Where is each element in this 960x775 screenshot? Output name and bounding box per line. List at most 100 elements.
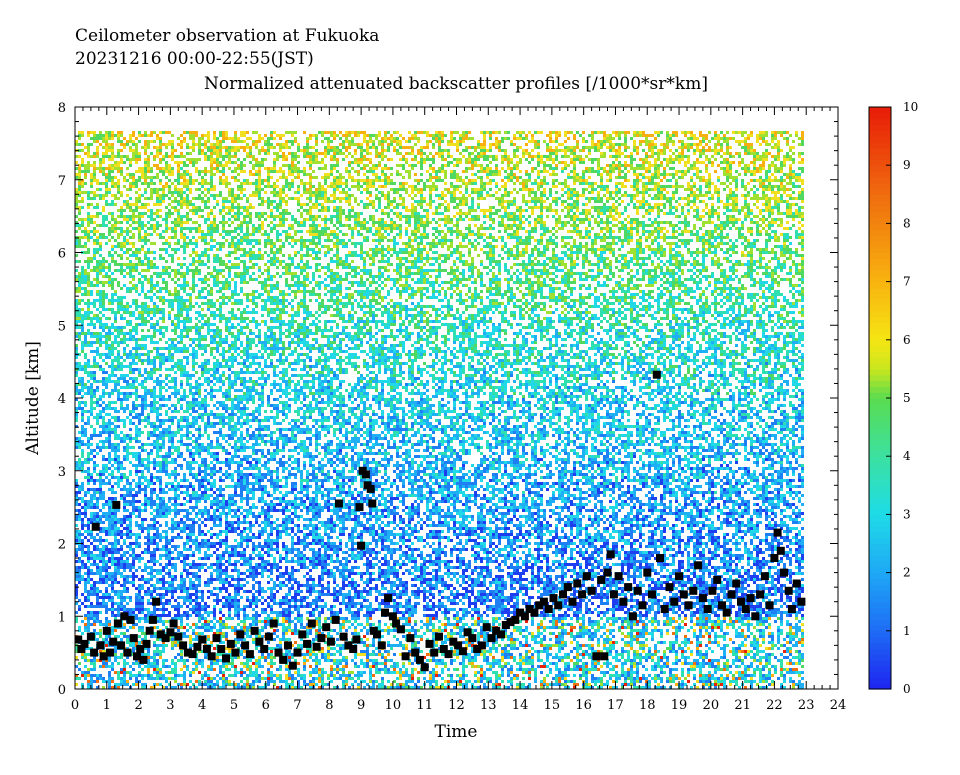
backscatter-cell bbox=[84, 167, 87, 170]
backscatter-cell bbox=[630, 137, 633, 140]
backscatter-cell bbox=[285, 176, 288, 179]
backscatter-cell bbox=[768, 209, 771, 212]
backscatter-cell bbox=[558, 221, 561, 224]
backscatter-cell bbox=[198, 194, 201, 197]
backscatter-cell bbox=[573, 221, 576, 224]
backscatter-cell bbox=[768, 200, 771, 203]
backscatter-cell bbox=[750, 188, 753, 191]
backscatter-cell bbox=[681, 221, 684, 224]
backscatter-cell bbox=[615, 176, 618, 179]
backscatter-cell bbox=[654, 152, 657, 155]
backscatter-cell bbox=[759, 134, 762, 137]
backscatter-cell bbox=[285, 179, 288, 182]
backscatter-cell bbox=[363, 182, 366, 185]
backscatter-cell bbox=[708, 188, 711, 191]
backscatter-cell bbox=[228, 194, 231, 197]
backscatter-cell bbox=[576, 179, 579, 182]
backscatter-cell bbox=[306, 161, 309, 164]
backscatter-cell bbox=[315, 236, 318, 239]
backscatter-cell bbox=[246, 182, 249, 185]
backscatter-cell bbox=[717, 206, 720, 209]
backscatter-cell bbox=[360, 227, 363, 230]
backscatter-cell bbox=[618, 203, 621, 206]
backscatter-cell bbox=[225, 182, 228, 185]
backscatter-cell bbox=[330, 185, 333, 188]
backscatter-cell bbox=[477, 227, 480, 230]
backscatter-cell bbox=[264, 158, 267, 161]
backscatter-cell bbox=[747, 182, 750, 185]
backscatter-cell bbox=[471, 191, 474, 194]
backscatter-cell bbox=[330, 134, 333, 137]
backscatter-cell bbox=[543, 224, 546, 227]
backscatter-cell bbox=[240, 146, 243, 149]
backscatter-cell bbox=[573, 194, 576, 197]
backscatter-cell bbox=[120, 230, 123, 233]
backscatter-cell bbox=[378, 176, 381, 179]
backscatter-cell bbox=[483, 140, 486, 143]
backscatter-cell bbox=[249, 137, 252, 140]
backscatter-cell bbox=[246, 179, 249, 182]
backscatter-cell bbox=[138, 212, 141, 215]
backscatter-cell bbox=[171, 200, 174, 203]
backscatter-cell bbox=[228, 206, 231, 209]
backscatter-cell bbox=[276, 209, 279, 212]
backscatter-cell bbox=[237, 137, 240, 140]
backscatter-cell bbox=[474, 149, 477, 152]
backscatter-cell bbox=[579, 161, 582, 164]
backscatter-cell bbox=[132, 182, 135, 185]
backscatter-cell bbox=[687, 197, 690, 200]
backscatter-cell bbox=[621, 224, 624, 227]
backscatter-cell bbox=[123, 230, 126, 233]
backscatter-cell bbox=[324, 227, 327, 230]
backscatter-cell bbox=[417, 230, 420, 233]
backscatter-cell bbox=[687, 170, 690, 173]
backscatter-cell bbox=[480, 209, 483, 212]
backscatter-cell bbox=[768, 182, 771, 185]
backscatter-cell bbox=[489, 209, 492, 212]
backscatter-cell bbox=[453, 188, 456, 191]
backscatter-cell bbox=[357, 233, 360, 236]
backscatter-cell bbox=[429, 194, 432, 197]
backscatter-cell bbox=[237, 158, 240, 161]
backscatter-cell bbox=[561, 167, 564, 170]
backscatter-cell bbox=[189, 209, 192, 212]
backscatter-cell bbox=[528, 200, 531, 203]
backscatter-cell bbox=[300, 203, 303, 206]
backscatter-cell bbox=[339, 182, 342, 185]
backscatter-cell bbox=[546, 146, 549, 149]
backscatter-cell bbox=[432, 185, 435, 188]
backscatter-cell bbox=[753, 155, 756, 158]
backscatter-cell bbox=[687, 200, 690, 203]
backscatter-cell bbox=[207, 191, 210, 194]
backscatter-cell bbox=[384, 140, 387, 143]
backscatter-cell bbox=[333, 131, 336, 134]
backscatter-cell bbox=[153, 155, 156, 158]
backscatter-cell bbox=[798, 233, 801, 236]
backscatter-cell bbox=[333, 179, 336, 182]
backscatter-cell bbox=[144, 236, 147, 239]
backscatter-cell bbox=[774, 221, 777, 224]
backscatter-cell bbox=[201, 149, 204, 152]
backscatter-cell bbox=[414, 233, 417, 236]
backscatter-cell bbox=[789, 173, 792, 176]
backscatter-cell bbox=[144, 203, 147, 206]
backscatter-cell bbox=[174, 230, 177, 233]
backscatter-cell bbox=[600, 140, 603, 143]
backscatter-cell bbox=[318, 203, 321, 206]
backscatter-cell bbox=[456, 230, 459, 233]
backscatter-cell bbox=[756, 227, 759, 230]
backscatter-cell bbox=[372, 218, 375, 221]
backscatter-cell bbox=[492, 170, 495, 173]
backscatter-cell bbox=[156, 134, 159, 137]
backscatter-cell bbox=[150, 194, 153, 197]
backscatter-cell bbox=[747, 149, 750, 152]
backscatter-cell bbox=[618, 227, 621, 230]
backscatter-cell bbox=[720, 167, 723, 170]
backscatter-cell bbox=[129, 218, 132, 221]
backscatter-cell bbox=[267, 236, 270, 239]
backscatter-cell bbox=[351, 167, 354, 170]
backscatter-cell bbox=[663, 167, 666, 170]
backscatter-cell bbox=[456, 179, 459, 182]
backscatter-cell bbox=[660, 131, 663, 134]
backscatter-cell bbox=[774, 230, 777, 233]
